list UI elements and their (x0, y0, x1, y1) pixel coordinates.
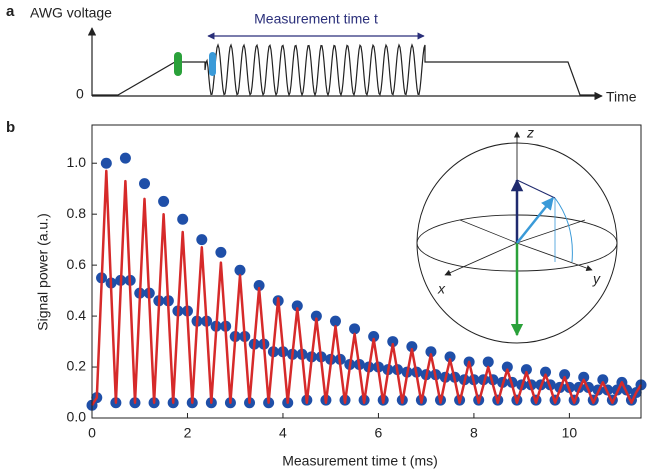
x-tick-label: 0 (88, 425, 96, 441)
connector (516, 179, 556, 199)
axis-label: x (437, 281, 446, 297)
waveform (92, 43, 598, 97)
plot: 0 2 4 6 8 10 0.0 0.2 0.4 0.6 0.8 1.0 (67, 152, 647, 441)
data-point (234, 264, 246, 276)
data-point (482, 356, 494, 368)
panel-label: a (6, 3, 15, 20)
plot-frame (91, 124, 642, 419)
data-point (139, 178, 151, 190)
data-point (119, 152, 131, 164)
data-point (253, 280, 265, 292)
state-arrow (516, 197, 554, 244)
y-axis-label: AWG voltage (30, 5, 112, 21)
data-point (425, 346, 437, 358)
data-point (501, 361, 513, 373)
data-point (578, 371, 590, 383)
y-tick-label: 0.4 (67, 307, 87, 323)
x-tick-label: 2 (184, 425, 192, 441)
data-point (310, 310, 322, 322)
x-tick-label: 10 (562, 425, 578, 441)
data-point (406, 341, 418, 353)
y-tick-label: 0.2 (67, 358, 87, 374)
data-point (177, 213, 189, 225)
axis-line (516, 219, 586, 244)
data-point (597, 374, 609, 386)
y-tick-label: 0.0 (67, 409, 87, 425)
x-tick-label: 8 (470, 425, 478, 441)
y-axis-title: Signal power (a.u.) (35, 213, 51, 331)
data-point (215, 246, 227, 258)
pulse (209, 52, 216, 76)
panel-a: a AWG voltage 0 Time Measurement time t (6, 3, 637, 105)
data-point (368, 330, 380, 342)
x-axis-title: Measurement time t (ms) (282, 453, 438, 469)
bloch-sphere: z x y (416, 125, 618, 344)
panel-label: b (6, 119, 15, 136)
data-point (444, 351, 456, 363)
data-point (559, 369, 571, 381)
data-point (196, 234, 208, 246)
y-tick-label: 0.8 (67, 205, 87, 221)
data-point (291, 300, 303, 312)
y-tick-label: 0.6 (67, 256, 87, 272)
data-point (329, 315, 341, 327)
axis-label: y (592, 271, 601, 287)
data-point (520, 364, 532, 376)
data-point (349, 323, 361, 335)
x-tick-label: 4 (279, 425, 287, 441)
data-point (540, 366, 552, 378)
x-tick-label: 6 (375, 425, 383, 441)
fit-line (90, 169, 643, 406)
axis-label: z (526, 125, 534, 141)
x-axis (444, 242, 518, 276)
axis-line (459, 219, 518, 244)
data-point (158, 195, 170, 207)
x-axis-label: Time (606, 89, 637, 105)
data-point (387, 336, 399, 348)
span-label: Measurement time t (254, 11, 378, 27)
arc (554, 197, 573, 263)
y-tick-label: 1.0 (67, 154, 87, 170)
zero-label: 0 (76, 86, 84, 102)
y-axis (516, 242, 593, 272)
pulse (174, 52, 182, 76)
data-point (100, 157, 112, 169)
